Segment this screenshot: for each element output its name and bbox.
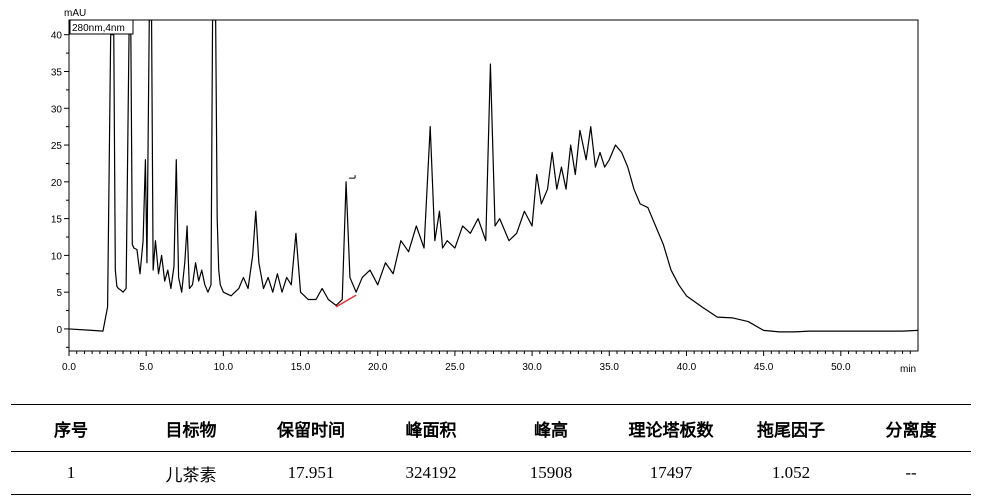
x-tick-label: 5.0 <box>139 362 153 373</box>
y-tick-label: 40 <box>51 31 63 42</box>
y-tick-label: 5 <box>56 288 62 299</box>
legend-box <box>69 19 134 35</box>
cell-peak-area: 324192 <box>371 451 491 495</box>
y-axis-unit-label: mAU <box>64 8 86 19</box>
x-tick-label: 25.0 <box>445 362 465 373</box>
x-tick-label: 30.0 <box>522 362 542 373</box>
y-tick-label: 0 <box>56 325 62 336</box>
x-tick-label: 50.0 <box>831 362 851 373</box>
chromatogram-chart: 0 5 10 15 20 25 30 35 40 0.0 5.0 10.0 15.0 20.0 25.0 30… <box>51 8 919 375</box>
cell-index: 1 <box>11 451 131 495</box>
table-header-row: 序号 目标物 保留时间 峰面积 峰高 理论塔板数 拖尾因子 分离度 <box>11 404 971 452</box>
cell-retention-time: 17.951 <box>251 451 371 495</box>
header-target: 目标物 <box>131 404 251 452</box>
header-peak-area: 峰面积 <box>371 404 491 452</box>
cell-tailing-factor: 1.052 <box>731 451 851 495</box>
integration-baseline <box>335 294 357 308</box>
cell-target: 儿茶素 <box>131 451 251 495</box>
header-peak-height: 峰高 <box>491 404 611 452</box>
y-tick-label: 10 <box>51 251 63 262</box>
y-tick-label: 20 <box>51 178 63 189</box>
cell-resolution: -- <box>851 451 971 495</box>
peak-results-table: 序号 目标物 保留时间 峰面积 峰高 理论塔板数 拖尾因子 分离度 1 儿茶素 … <box>11 404 971 495</box>
trace-layer <box>69 20 918 333</box>
x-tick-label: 20.0 <box>368 362 388 373</box>
y-tick-label: 25 <box>51 141 63 152</box>
legend-label: 280nm,4nm <box>72 23 125 34</box>
peak-results-table-wrap: 序号 目标物 保留时间 峰面积 峰高 理论塔板数 拖尾因子 分离度 1 儿茶素 … <box>11 404 971 495</box>
header-theoretical-plates: 理论塔板数 <box>611 404 731 452</box>
cell-theoretical-plates: 17497 <box>611 451 731 495</box>
x-tick-label: 40.0 <box>677 362 697 373</box>
axes-frame: 0 5 10 15 20 25 30 35 40 0.0 5.0 10.0 15.0 20.0 25.0 30… <box>51 19 919 373</box>
y-tick-label: 35 <box>51 67 63 78</box>
y-tick-label: 30 <box>51 104 63 115</box>
header-retention-time: 保留时间 <box>251 404 371 452</box>
x-tick-label: 0.0 <box>62 362 76 373</box>
x-axis-unit-label: min <box>900 364 916 375</box>
header-resolution: 分离度 <box>851 404 971 452</box>
table-row: 1 儿茶素 17.951 324192 15908 17497 1.052 -- <box>11 451 971 495</box>
y-tick-label: 15 <box>51 215 63 226</box>
x-tick-label: 35.0 <box>600 362 620 373</box>
header-index: 序号 <box>11 404 131 452</box>
x-tick-label: 10.0 <box>214 362 234 373</box>
cell-peak-height: 15908 <box>491 451 611 495</box>
header-tailing-factor: 拖尾因子 <box>731 404 851 452</box>
chromatogram-trace-0 <box>69 20 918 333</box>
x-tick-label: 15.0 <box>291 362 311 373</box>
x-tick-label: 45.0 <box>754 362 774 373</box>
